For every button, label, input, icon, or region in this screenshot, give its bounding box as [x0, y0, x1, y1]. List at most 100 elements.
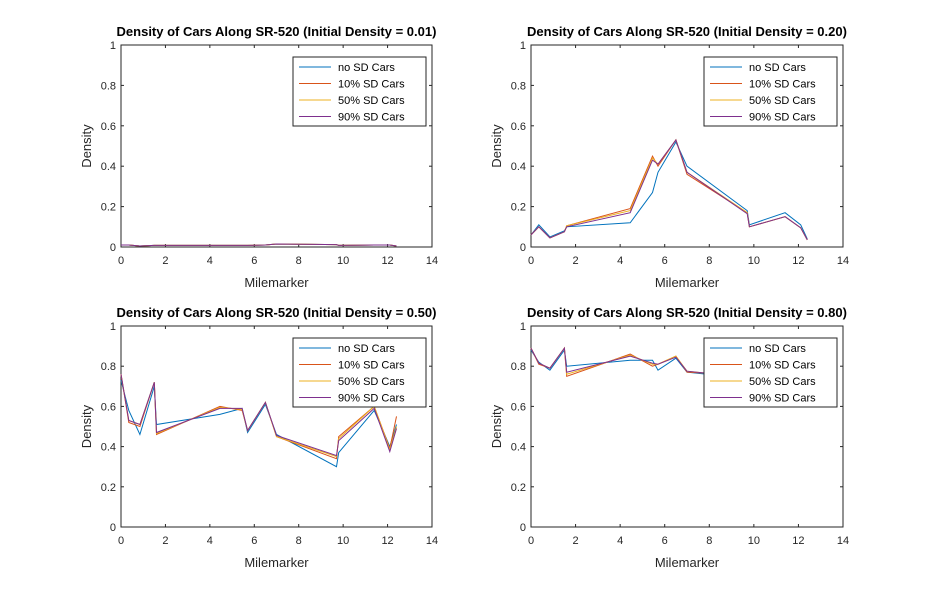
y-tick-label: 1: [520, 321, 526, 333]
legend-label: 50% SD Cars: [338, 376, 405, 388]
y-axis-label: Density: [79, 124, 94, 168]
x-tick-label: 8: [706, 255, 712, 267]
legend-label: no SD Cars: [338, 62, 395, 74]
x-tick-label: 12: [381, 535, 393, 547]
x-axis-label: Milemarker: [244, 275, 309, 290]
x-tick-label: 14: [837, 535, 849, 547]
x-tick-label: 4: [617, 535, 623, 547]
x-tick-label: 10: [337, 255, 349, 267]
x-tick-label: 2: [573, 535, 579, 547]
legend-label: 50% SD Cars: [749, 95, 816, 107]
series-line-4: [120, 374, 397, 457]
chart-title: Density of Cars Along SR-520 (Initial De…: [527, 305, 847, 320]
x-tick-label: 6: [251, 535, 257, 547]
x-tick-label: 6: [251, 255, 257, 267]
y-tick-label: 0.2: [511, 482, 526, 494]
x-tick-label: 0: [118, 255, 124, 267]
x-tick-label: 2: [162, 535, 168, 547]
x-tick-label: 4: [617, 255, 623, 267]
y-tick-label: 0.2: [101, 482, 116, 494]
y-tick-label: 0.2: [511, 202, 526, 214]
legend-label: 90% SD Cars: [749, 393, 816, 405]
legend-label: 90% SD Cars: [338, 112, 405, 124]
x-tick-label: 12: [792, 255, 804, 267]
y-tick-label: 0.6: [511, 121, 526, 133]
y-tick-label: 0: [520, 242, 526, 254]
x-tick-label: 10: [337, 535, 349, 547]
y-tick-label: 0.6: [511, 401, 526, 413]
legend-label: no SD Cars: [749, 343, 806, 355]
x-tick-label: 0: [528, 255, 534, 267]
chart-title: Density of Cars Along SR-520 (Initial De…: [527, 24, 847, 39]
x-tick-label: 12: [792, 535, 804, 547]
legend-label: 90% SD Cars: [338, 393, 405, 405]
legend-label: 50% SD Cars: [749, 376, 816, 388]
y-tick-label: 0.4: [101, 161, 116, 173]
y-axis-label: Density: [489, 124, 504, 168]
x-tick-label: 2: [573, 255, 579, 267]
x-tick-label: 10: [748, 535, 760, 547]
x-tick-label: 8: [706, 535, 712, 547]
y-tick-label: 0.4: [511, 161, 526, 173]
legend-label: 10% SD Cars: [749, 360, 816, 372]
x-axis-label: Milemarker: [655, 555, 720, 570]
y-tick-label: 1: [110, 40, 116, 52]
x-tick-label: 0: [528, 535, 534, 547]
series-line-1: [530, 140, 808, 240]
legend-label: 50% SD Cars: [338, 95, 405, 107]
legend-label: 10% SD Cars: [338, 360, 405, 372]
legend-label: 10% SD Cars: [338, 79, 405, 91]
series-line-1: [120, 380, 397, 468]
y-tick-label: 0: [110, 522, 116, 534]
y-tick-label: 1: [110, 321, 116, 333]
y-tick-label: 1: [520, 40, 526, 52]
legend: no SD Cars 10% SD Cars 50% SD Cars 90% SD C…: [292, 56, 427, 127]
x-tick-label: 14: [426, 535, 438, 547]
series-line-1: [530, 348, 708, 375]
y-tick-label: 0.2: [101, 202, 116, 214]
x-tick-label: 4: [207, 535, 213, 547]
legend-label: 10% SD Cars: [749, 79, 816, 91]
chart-title: Density of Cars Along SR-520 (Initial De…: [117, 24, 437, 39]
y-tick-label: 0.4: [511, 442, 526, 454]
x-tick-label: 14: [837, 255, 849, 267]
x-tick-label: 6: [662, 255, 668, 267]
legend-box: [703, 56, 838, 127]
y-tick-label: 0.8: [511, 80, 526, 92]
legend-label: no SD Cars: [749, 62, 806, 74]
x-tick-label: 4: [207, 255, 213, 267]
x-tick-label: 2: [162, 255, 168, 267]
x-tick-label: 10: [748, 255, 760, 267]
x-tick-label: 8: [296, 255, 302, 267]
series-line-4: [530, 346, 708, 374]
y-tick-label: 0.6: [101, 401, 116, 413]
y-tick-label: 0.4: [101, 442, 116, 454]
y-tick-label: 0: [520, 522, 526, 534]
y-axis-label: Density: [489, 404, 504, 448]
x-tick-label: 14: [426, 255, 438, 267]
x-tick-label: 8: [296, 535, 302, 547]
legend: no SD Cars 10% SD Cars 50% SD Cars 90% SD C…: [703, 56, 838, 127]
y-tick-label: 0.6: [101, 121, 116, 133]
chart-title: Density of Cars Along SR-520 (Initial De…: [117, 305, 437, 320]
legend-box: [292, 337, 427, 408]
legend-box: [292, 56, 427, 127]
x-tick-label: 12: [381, 255, 393, 267]
x-axis-label: Milemarker: [244, 555, 309, 570]
y-tick-label: 0.8: [101, 361, 116, 373]
series-line-4: [530, 138, 808, 241]
series-line-4: [121, 243, 397, 247]
legend-label: 90% SD Cars: [749, 112, 816, 124]
y-tick-label: 0.8: [511, 361, 526, 373]
y-axis-label: Density: [79, 404, 94, 448]
legend: no SD Cars 10% SD Cars 50% SD Cars 90% SD C…: [292, 337, 427, 408]
legend-label: no SD Cars: [338, 343, 395, 355]
legend-box: [703, 337, 838, 408]
x-axis-label: Milemarker: [655, 275, 720, 290]
x-tick-label: 6: [662, 535, 668, 547]
